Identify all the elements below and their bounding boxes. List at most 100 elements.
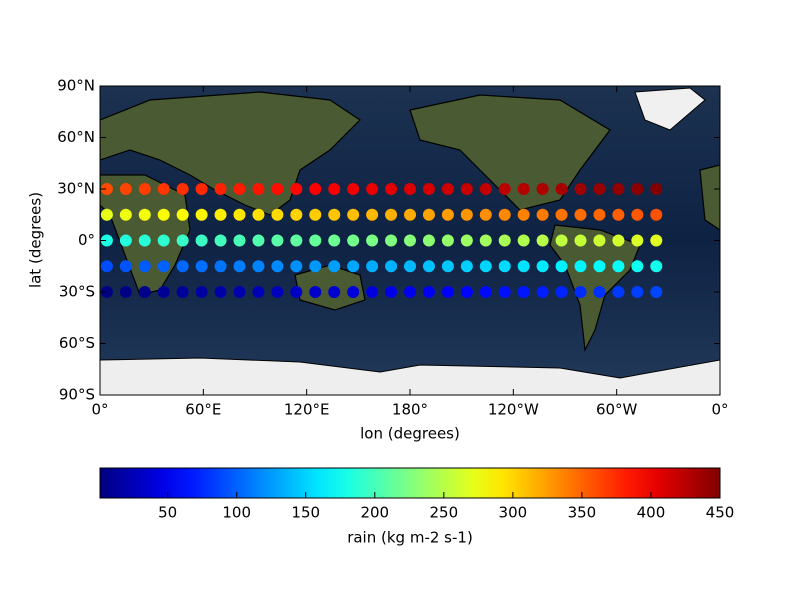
point	[233, 234, 246, 247]
x-tick-label: 120°W	[488, 401, 539, 419]
point	[328, 234, 341, 247]
point	[366, 286, 379, 298]
point	[195, 183, 208, 195]
point	[631, 183, 644, 195]
point	[271, 234, 284, 247]
point	[555, 208, 568, 221]
point	[176, 183, 189, 195]
y-tick-label: 30°N	[57, 180, 95, 198]
point	[479, 183, 492, 195]
point	[460, 183, 473, 195]
point	[176, 234, 189, 247]
point	[252, 260, 265, 273]
point	[460, 286, 473, 298]
point	[347, 183, 360, 195]
point	[612, 183, 625, 195]
point	[100, 234, 113, 247]
point	[138, 260, 151, 273]
point	[138, 286, 151, 298]
point	[119, 286, 132, 298]
point	[650, 286, 663, 298]
point	[119, 208, 132, 221]
point	[441, 183, 454, 195]
colorbar-tick-label: 200	[360, 504, 389, 522]
point	[309, 286, 322, 298]
point	[460, 208, 473, 221]
point	[233, 286, 246, 298]
x-axis-label: lon (degrees)	[360, 425, 460, 443]
point	[138, 234, 151, 247]
point	[252, 183, 265, 195]
point	[650, 208, 663, 221]
point	[517, 208, 530, 221]
point	[631, 234, 644, 247]
point	[366, 183, 379, 195]
y-tick-label: 30°S	[59, 283, 95, 301]
point	[157, 208, 170, 221]
point	[574, 260, 587, 273]
x-tick-label: 0°	[711, 401, 728, 419]
point	[404, 286, 416, 298]
point	[214, 208, 227, 221]
colorbar-tick-label: 350	[568, 504, 597, 522]
point	[271, 183, 284, 195]
point	[422, 208, 435, 221]
point	[233, 208, 246, 221]
points	[100, 183, 663, 298]
x-tick-label: 120°E	[284, 401, 330, 419]
point	[555, 183, 568, 195]
y-tick-label: 0°	[78, 231, 95, 249]
colorbar-label: rain (kg m-2 s-1)	[347, 529, 473, 547]
point	[176, 286, 189, 298]
point	[536, 183, 549, 195]
point	[574, 208, 587, 221]
colorbar-tick-label: 150	[291, 504, 320, 522]
x-tick-label: 0°	[91, 401, 108, 419]
point	[460, 260, 473, 273]
point	[157, 260, 170, 273]
point	[328, 286, 341, 298]
point	[404, 260, 416, 273]
point	[498, 286, 511, 298]
point	[422, 286, 435, 298]
point	[100, 183, 113, 195]
point	[214, 183, 227, 195]
point	[574, 286, 587, 298]
point	[498, 234, 511, 247]
point	[650, 183, 663, 195]
x-tick-label: 180°	[392, 401, 428, 419]
point	[631, 260, 644, 273]
point	[233, 260, 246, 273]
point	[157, 286, 170, 298]
point	[517, 234, 530, 247]
y-axis-label: lat (degrees)	[27, 192, 45, 288]
point	[366, 234, 379, 247]
point	[271, 260, 284, 273]
x-tick-label: 60°W	[596, 401, 638, 419]
point	[385, 234, 398, 247]
colorbar	[99, 467, 721, 499]
point	[119, 234, 132, 247]
point	[309, 183, 322, 195]
colorbar-tick-label: 250	[430, 504, 459, 522]
point	[366, 260, 379, 273]
point	[195, 208, 208, 221]
point	[536, 208, 549, 221]
point	[404, 234, 416, 247]
colorbar-tick-label: 100	[222, 504, 251, 522]
point	[441, 234, 454, 247]
point	[176, 260, 189, 273]
point	[138, 208, 151, 221]
point	[100, 260, 113, 273]
point	[555, 234, 568, 247]
point	[347, 234, 360, 247]
point	[328, 183, 341, 195]
point	[536, 234, 549, 247]
point	[138, 183, 151, 195]
point	[612, 234, 625, 247]
point	[119, 260, 132, 273]
point	[612, 208, 625, 221]
point	[271, 286, 284, 298]
point	[422, 260, 435, 273]
point	[593, 183, 606, 195]
